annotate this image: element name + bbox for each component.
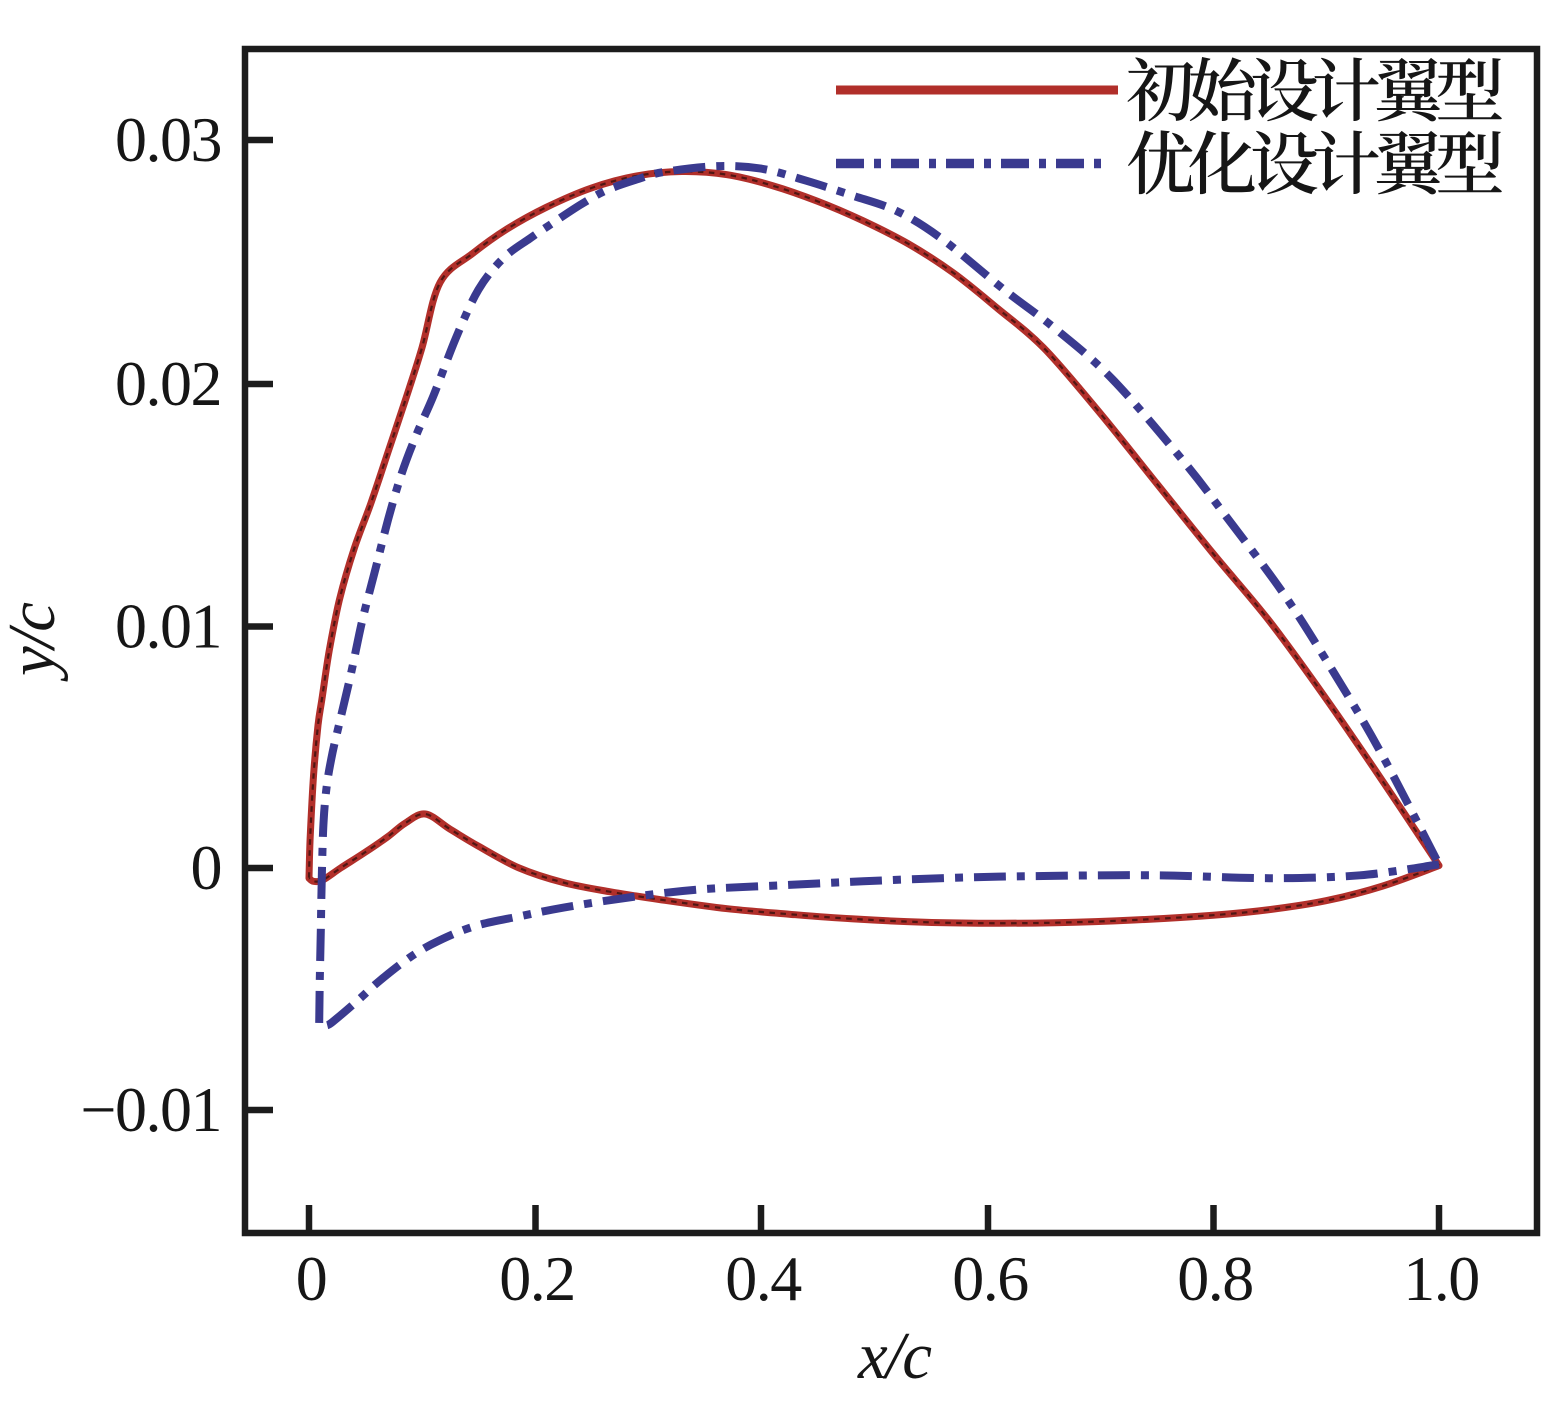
svg-text:0.2: 0.2 xyxy=(499,1243,575,1314)
svg-text:0.6: 0.6 xyxy=(952,1243,1028,1314)
svg-text:x/c: x/c xyxy=(857,1319,932,1393)
svg-text:0: 0 xyxy=(191,832,222,903)
svg-text:0.4: 0.4 xyxy=(725,1243,801,1314)
svg-text:−0.01: −0.01 xyxy=(80,1074,221,1145)
svg-text:y/c: y/c xyxy=(0,602,69,682)
svg-text:0.02: 0.02 xyxy=(115,348,221,419)
svg-text:0.01: 0.01 xyxy=(115,591,221,662)
svg-text:1.0: 1.0 xyxy=(1403,1243,1479,1314)
svg-text:0.8: 0.8 xyxy=(1177,1243,1253,1314)
svg-text:0: 0 xyxy=(296,1243,327,1314)
svg-text:0.03: 0.03 xyxy=(115,104,221,175)
